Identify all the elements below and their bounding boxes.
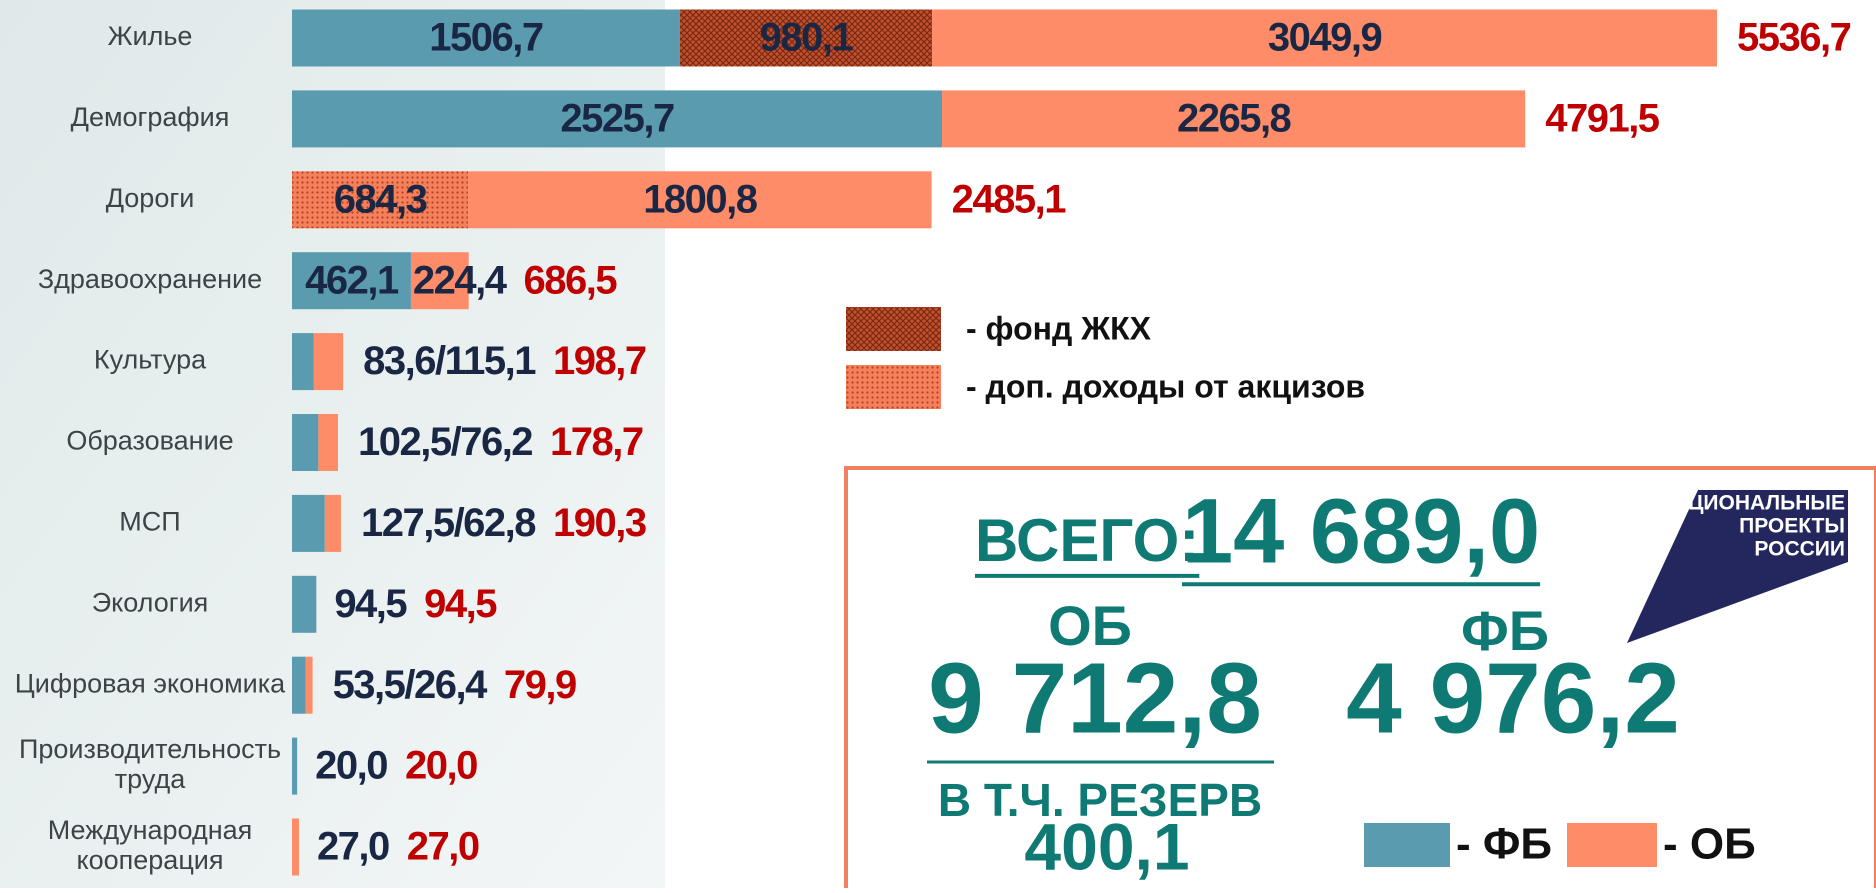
legend-label: - ФБ bbox=[1456, 820, 1552, 869]
legend-swatch bbox=[846, 365, 941, 409]
summary-fb: 4 976,2 bbox=[1346, 642, 1680, 754]
total-label: 2485,1 bbox=[952, 177, 1067, 221]
summary-total-label: ВСЕГО: bbox=[975, 507, 1199, 574]
logo-text: РОССИИ bbox=[1754, 538, 1845, 561]
total-label: 198,7 bbox=[553, 339, 646, 383]
summary-total: 14 689,0 bbox=[1182, 480, 1540, 582]
total-label: 79,9 bbox=[504, 663, 576, 707]
value-label: 684,3 bbox=[334, 177, 427, 221]
value-label: 102,5/76,2 bbox=[358, 420, 532, 464]
category-label: Дороги bbox=[106, 183, 195, 213]
legend-label: - ОБ bbox=[1663, 820, 1756, 869]
category-line: труда bbox=[115, 764, 186, 794]
legend-swatch bbox=[1364, 823, 1450, 867]
chart: НАЦИОНАЛЬНЫЕ ПРОЕКТЫ РОССИИ ВСЕГО: 14 68… bbox=[0, 0, 1876, 888]
total-label: 190,3 bbox=[553, 501, 646, 545]
bar-segment bbox=[292, 738, 297, 795]
summary-ob: 9 712,8 bbox=[928, 642, 1262, 754]
value-label: 1800,8 bbox=[643, 177, 758, 221]
total-label: 27,0 bbox=[407, 825, 479, 869]
value-label: 83,6/115,1 bbox=[363, 339, 536, 383]
bar-segment bbox=[292, 495, 325, 552]
category-line: Международная bbox=[48, 815, 253, 845]
value-label: 127,5/62,8 bbox=[361, 501, 536, 545]
category-label: Культура bbox=[94, 345, 207, 375]
category-label: Здравоохранение bbox=[38, 264, 262, 294]
legend-swatch bbox=[846, 307, 941, 351]
page: НАЦИОНАЛЬНЫЕ ПРОЕКТЫ РОССИИ ВСЕГО: 14 68… bbox=[0, 0, 1876, 888]
legend-label: - фонд ЖКХ bbox=[966, 310, 1152, 346]
bar-segment bbox=[292, 657, 306, 714]
legend-swatch bbox=[1567, 823, 1657, 867]
category-label: Образование bbox=[66, 426, 233, 456]
value-label: 224,4 bbox=[413, 258, 508, 302]
value-label: 2525,7 bbox=[560, 96, 674, 140]
value-label: 462,1 bbox=[305, 258, 399, 302]
bar-segment bbox=[306, 657, 313, 714]
category-label: Цифровая экономика bbox=[15, 668, 286, 698]
value-label: 20,0 bbox=[315, 744, 387, 788]
category-label: МСП bbox=[119, 507, 180, 537]
value-label: 1506,7 bbox=[429, 16, 543, 60]
value-label: 2265,8 bbox=[1177, 96, 1292, 140]
bar-segment bbox=[292, 576, 316, 633]
total-label: 178,7 bbox=[550, 420, 643, 464]
category-label: Экология bbox=[92, 587, 209, 617]
total-label: 686,5 bbox=[524, 258, 618, 302]
total-label: 5536,7 bbox=[1737, 16, 1851, 60]
category-line: кооперация bbox=[77, 845, 224, 875]
category-label: Жилье bbox=[108, 21, 193, 51]
value-label: 53,5/26,4 bbox=[333, 663, 489, 707]
bar-segment bbox=[292, 414, 318, 471]
bar-segment bbox=[325, 495, 341, 552]
total-label: 94,5 bbox=[424, 582, 497, 626]
category-line: Производительность bbox=[19, 734, 281, 764]
total-label: 20,0 bbox=[405, 744, 477, 788]
value-label: 27,0 bbox=[317, 825, 389, 869]
bar-segment bbox=[292, 333, 314, 390]
bar-segment bbox=[314, 333, 344, 390]
logo-text: ПРОЕКТЫ bbox=[1739, 515, 1845, 538]
bar-segment bbox=[292, 819, 299, 876]
logo-text: НАЦИОНАЛЬНЫЕ bbox=[1658, 492, 1845, 515]
category-label: Демография bbox=[71, 102, 230, 132]
summary-reserve: 400,1 bbox=[1024, 809, 1189, 883]
value-label: 3049,9 bbox=[1268, 16, 1382, 60]
value-label: 94,5 bbox=[334, 582, 407, 626]
legend-label: - доп. доходы от акцизов bbox=[966, 368, 1365, 404]
value-label: 980,1 bbox=[760, 16, 854, 60]
total-label: 4791,5 bbox=[1545, 96, 1660, 140]
bar-segment bbox=[318, 414, 338, 471]
